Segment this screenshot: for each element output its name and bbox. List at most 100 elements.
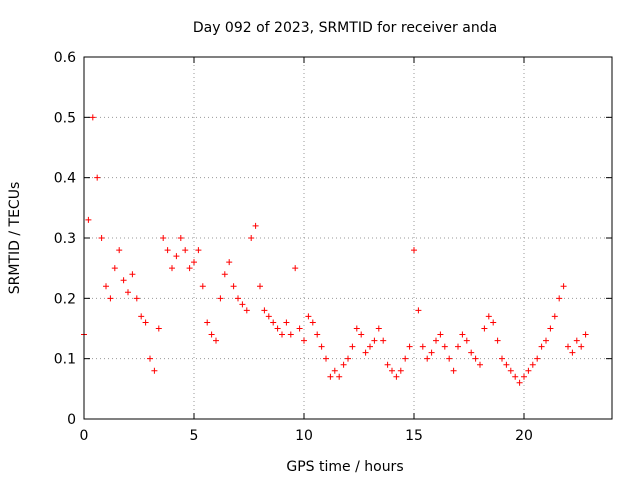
data-point — [358, 331, 365, 338]
data-point — [248, 235, 255, 241]
data-point — [173, 253, 180, 260]
data-point — [512, 373, 519, 380]
x-axis-label: GPS time / hours — [286, 459, 403, 475]
data-point — [565, 343, 571, 350]
data-point — [230, 283, 237, 290]
data-point — [318, 343, 325, 350]
data-point — [433, 337, 439, 344]
data-point — [204, 319, 211, 326]
data-point — [327, 373, 334, 380]
data-point — [428, 349, 435, 356]
data-point — [397, 367, 404, 374]
data-point — [534, 355, 541, 362]
data-point — [481, 325, 488, 332]
y-tick-label: 0.4 — [54, 171, 76, 187]
data-point — [133, 295, 140, 302]
data-point — [265, 313, 272, 320]
data-point — [415, 307, 422, 314]
data-point — [543, 337, 549, 344]
data-point — [120, 277, 127, 284]
data-point — [547, 325, 554, 332]
data-point — [261, 307, 268, 314]
data-point — [529, 361, 536, 368]
data-point — [516, 379, 523, 386]
data-point — [89, 114, 96, 121]
y-tick-label: 0.1 — [54, 352, 76, 368]
data-point — [446, 355, 453, 362]
data-point — [309, 319, 316, 326]
data-point — [441, 343, 448, 350]
axis-ticks: 0 0.1 0.2 0.3 0.4 0.5 0.6 0 5 10 15 20 — [54, 50, 612, 444]
data-point — [569, 349, 576, 356]
data-point — [345, 355, 351, 362]
data-point — [389, 367, 395, 374]
data-point — [494, 337, 501, 344]
data-point — [283, 319, 290, 326]
data-point — [477, 361, 483, 368]
data-point — [142, 319, 149, 326]
data-point — [116, 247, 123, 254]
data-point — [402, 355, 409, 362]
data-point — [353, 325, 360, 332]
data-point — [393, 373, 400, 380]
data-point — [525, 367, 532, 374]
data-point — [257, 283, 263, 290]
data-point — [274, 325, 281, 332]
chart-title: Day 092 of 2023, SRMTID for receiver and… — [193, 20, 497, 36]
x-tick-label: 10 — [295, 428, 313, 444]
data-point — [323, 355, 329, 362]
data-point — [129, 271, 136, 278]
data-point — [472, 355, 479, 362]
data-point — [349, 343, 356, 350]
data-point — [375, 325, 382, 332]
data-point — [177, 235, 184, 241]
data-point — [468, 349, 475, 356]
data-point — [499, 355, 505, 362]
data-point — [538, 343, 545, 350]
data-point — [94, 174, 101, 181]
data-point — [455, 343, 461, 350]
data-point — [419, 343, 426, 350]
y-tick-label: 0.3 — [54, 231, 76, 247]
data-point — [305, 313, 312, 320]
data-point — [287, 331, 294, 338]
data-point — [111, 265, 118, 272]
data-point — [213, 337, 219, 344]
x-tick-label: 15 — [405, 428, 423, 444]
data-point — [239, 301, 246, 308]
data-point — [367, 343, 373, 350]
data-point — [125, 289, 131, 296]
data-point — [450, 367, 457, 374]
data-point — [191, 259, 197, 266]
y-tick-label: 0 — [67, 412, 76, 428]
data-point — [336, 373, 343, 380]
data-point — [463, 337, 470, 344]
data-point — [371, 337, 378, 344]
data-point — [551, 313, 558, 320]
y-tick-label: 0.6 — [54, 50, 76, 66]
data-point — [521, 373, 527, 380]
data-point — [459, 331, 466, 338]
data-point — [243, 307, 250, 314]
data-point — [292, 265, 299, 272]
data-point — [107, 295, 114, 302]
data-point — [296, 325, 303, 332]
data-point — [182, 247, 189, 254]
x-tick-label: 5 — [190, 428, 199, 444]
data-point — [490, 319, 497, 326]
data-point — [199, 283, 206, 290]
data-point — [314, 331, 321, 338]
data-point — [235, 295, 241, 302]
data-point — [485, 313, 492, 320]
data-point — [98, 235, 105, 241]
data-point — [578, 343, 585, 350]
data-point — [147, 355, 153, 362]
data-point — [507, 367, 514, 374]
data-points — [81, 114, 589, 386]
data-point — [573, 337, 580, 344]
data-point — [362, 349, 369, 356]
data-point — [221, 271, 228, 278]
data-point — [270, 319, 277, 326]
data-point — [340, 361, 347, 368]
y-tick-label: 0.2 — [54, 291, 76, 307]
